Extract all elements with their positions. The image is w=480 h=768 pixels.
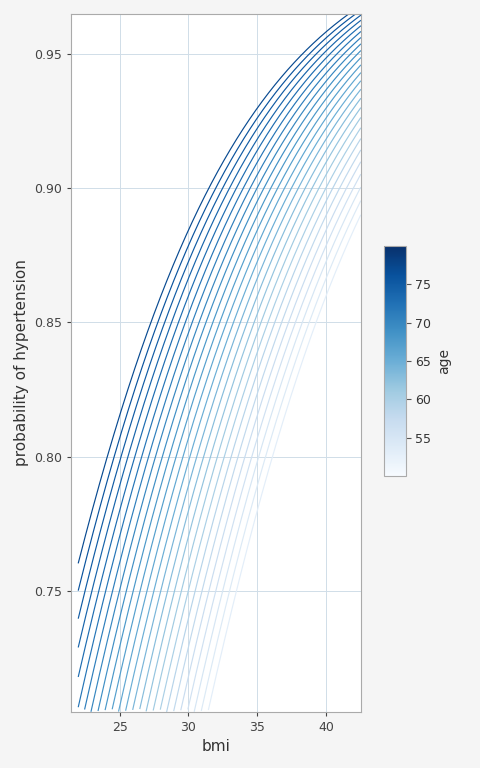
- X-axis label: bmi: bmi: [202, 739, 230, 754]
- Y-axis label: age: age: [437, 348, 451, 374]
- Y-axis label: probability of hypertension: probability of hypertension: [14, 260, 29, 466]
